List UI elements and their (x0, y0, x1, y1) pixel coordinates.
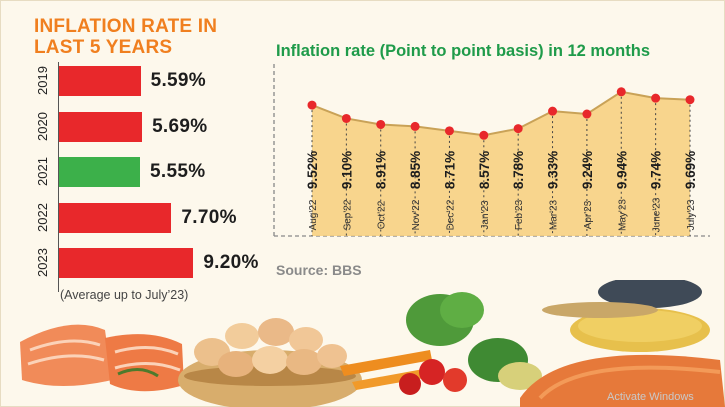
year-bar-row: 2019 5.59% (31, 66, 271, 96)
data-label: 8.57% (477, 151, 492, 189)
year-bar-row: 2021 5.55% (31, 157, 271, 187)
year-axis-line (58, 62, 59, 292)
year-label: 2020 (35, 112, 50, 141)
year-bar-value: 7.70% (181, 206, 237, 228)
lentils-spoon-image (520, 280, 725, 407)
month-tick-label: Oct'22 (377, 200, 388, 229)
data-point (685, 95, 695, 105)
month-tick-label: Nov'22 (411, 199, 422, 230)
month-tick-label: July'23 (686, 199, 697, 230)
year-bar-row: 2020 5.69% (31, 111, 271, 142)
data-point (651, 93, 661, 103)
monthly-chart-title: Inflation rate (Point to point basis) in… (276, 42, 651, 60)
salmon-fillets-image (20, 324, 184, 392)
year-label: 2021 (35, 157, 50, 187)
source-note: Source: BBS (276, 262, 362, 278)
month-tick-label: Feb'23 (514, 199, 525, 230)
month-tick-label: May'23 (617, 199, 628, 231)
left-title-line1: INFLATION RATE IN (34, 16, 218, 37)
month-tick-label: Apr'23 (583, 200, 594, 229)
data-point (513, 124, 523, 134)
year-bar-value: 5.59% (150, 70, 206, 91)
year-bar-value: 5.69% (152, 115, 208, 137)
month-tick-label: Mar'23 (549, 199, 560, 230)
year-label: 2022 (35, 203, 50, 232)
data-label: 8.78% (511, 151, 526, 189)
data-label: 8.71% (442, 151, 457, 189)
year-bar-value: 5.55% (150, 161, 206, 182)
monthly-chart-svg: 9.52% Aug'22 9.10% Sep'22 8.91% Oct'22 8.85% No… (273, 64, 710, 237)
data-point (479, 130, 489, 140)
data-label: 9.33% (546, 151, 561, 189)
data-label: 9.69% (683, 151, 698, 189)
year-bar (59, 157, 141, 187)
average-note: (Average up to July’23) (60, 288, 189, 302)
data-point (582, 109, 592, 119)
left-title: INFLATION RATE IN LAST 5 YEARS (34, 16, 274, 58)
data-label: 9.52% (305, 151, 320, 189)
data-point (307, 100, 317, 110)
year-bar (59, 66, 141, 96)
data-label: 9.74% (649, 151, 664, 189)
year-bar (59, 111, 143, 142)
series-line (311, 90, 691, 137)
month-tick-label: Jan'23 (480, 200, 491, 230)
area-fill (312, 91, 690, 236)
year-bar-row: 2022 7.70% (31, 202, 271, 233)
year-bar (59, 202, 172, 233)
year-bar-row: 2023 9.20% (31, 248, 271, 278)
year-bar (59, 248, 194, 278)
activate-windows-watermark: Activate Windows (607, 391, 694, 403)
month-tick-label: Dec'22 (445, 199, 456, 230)
vegetables-image (340, 292, 542, 395)
data-point (444, 126, 454, 136)
month-tick-label: June'23 (652, 197, 663, 232)
month-tick-label: Sep'22 (342, 199, 353, 230)
year-label: 2019 (35, 66, 50, 96)
data-label: 8.91% (374, 151, 389, 189)
food-photo-strip (20, 280, 725, 407)
data-point (616, 87, 626, 97)
data-label: 9.10% (339, 151, 354, 189)
eggs-basket-image (178, 318, 362, 407)
data-point (410, 121, 420, 131)
data-label: 9.24% (580, 151, 595, 189)
year-bar-value: 9.20% (203, 252, 259, 273)
data-point (548, 106, 558, 116)
data-label: 8.85% (408, 151, 423, 189)
left-title-line2: LAST 5 YEARS (34, 37, 173, 58)
monthly-chart: 9.52% Aug'22 9.10% Sep'22 8.91% Oct'22 8.85% No… (272, 60, 712, 246)
data-point (376, 119, 386, 129)
month-tick-label: Aug'22 (308, 199, 319, 230)
data-point (341, 113, 351, 123)
year-label: 2023 (35, 248, 50, 278)
data-label: 9.94% (614, 151, 629, 189)
